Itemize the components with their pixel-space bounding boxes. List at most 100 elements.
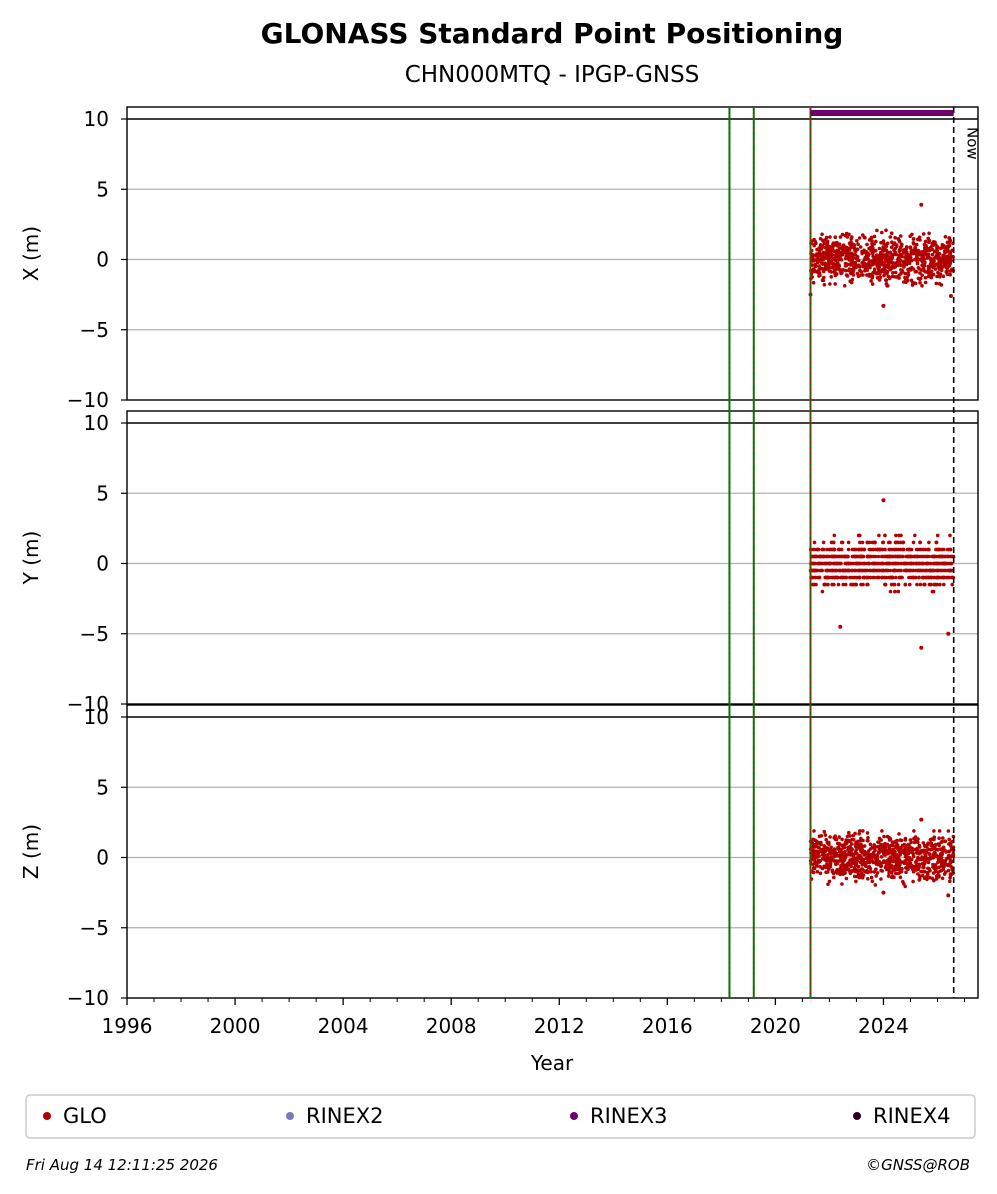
- glo-point-p1: [877, 278, 882, 282]
- glo-point-p1: [890, 240, 894, 244]
- glo-point-p3: [911, 869, 916, 874]
- glo-point-p1: [833, 271, 837, 275]
- glo-point-p2: [868, 547, 873, 552]
- glo-point-p2: [868, 575, 873, 580]
- glo-point-p1: [948, 238, 952, 243]
- glo-point-p3: [932, 854, 937, 858]
- glo-point-p3: [904, 849, 908, 854]
- glo-point-p3: [899, 868, 903, 872]
- glo-point-p1: [937, 282, 942, 286]
- glo-point-p1: [948, 251, 952, 256]
- glo-point-p1: [910, 280, 915, 285]
- glo-point-p3: [889, 870, 894, 875]
- glo-point-p1: [889, 245, 894, 249]
- glo-point-p3: [893, 859, 897, 863]
- glo-point-p1: [943, 235, 948, 239]
- glo-point-p1: [945, 258, 949, 262]
- legend-marker-rinex3: [570, 1112, 578, 1120]
- glo-point-p2: [820, 547, 825, 552]
- glo-point-p2: [837, 561, 842, 566]
- glo-point-p1: [816, 257, 820, 261]
- glo-point-p3: [847, 830, 851, 835]
- glo-point-p3: [817, 845, 821, 850]
- glo-point-p3: [857, 875, 862, 880]
- glo-point-p2: [917, 575, 921, 580]
- glo-point-p1: [923, 260, 927, 265]
- glo-point-p3: [932, 878, 936, 883]
- glo-point-p3: [853, 864, 858, 868]
- glo-point-p3: [863, 851, 867, 855]
- glo-point-p3: [937, 859, 941, 864]
- glo-point-p3: [913, 860, 918, 864]
- glo-point-p1: [896, 257, 900, 262]
- glo-point-p2: [877, 533, 881, 538]
- glo-point-p1: [915, 261, 920, 266]
- glo-point-p1: [816, 252, 820, 256]
- glo-point-p1: [891, 242, 896, 247]
- glo-point-p3: [925, 877, 929, 881]
- glo-point-p1: [850, 252, 854, 256]
- glo-point-p1: [926, 274, 931, 279]
- glo-point-p3: [888, 856, 893, 860]
- glo-point-p3: [843, 853, 848, 858]
- glo-point-p3: [872, 843, 876, 847]
- glo-point-p2: [927, 540, 931, 545]
- glo-point-p3: [837, 842, 842, 846]
- glo-point-p3: [845, 867, 850, 872]
- xtick-label-0: 1996: [102, 1014, 153, 1038]
- glo-point-p3: [936, 873, 940, 877]
- glo-point-p1: [930, 260, 934, 265]
- y-axis-label-p2: Y (m): [19, 531, 43, 586]
- glo-outlier-p3-2: [946, 893, 951, 898]
- ytick-label-p3-4: −10: [67, 986, 109, 1010]
- glo-point-p2: [884, 568, 888, 573]
- glo-point-p3: [893, 871, 898, 876]
- glo-point-p2: [922, 575, 926, 580]
- glo-point-p3: [882, 834, 886, 839]
- glo-point-p1: [933, 263, 937, 268]
- glo-point-p3: [886, 874, 891, 878]
- glo-point-p2: [812, 554, 817, 559]
- glo-point-p3: [917, 845, 922, 849]
- glo-point-p2: [871, 547, 875, 552]
- glo-point-p1: [931, 243, 935, 248]
- glo-point-p3: [915, 846, 919, 851]
- glo-point-p1: [868, 265, 872, 270]
- glo-point-p3: [885, 859, 890, 863]
- glo-point-p1: [855, 271, 860, 276]
- glo-point-p1: [883, 257, 888, 261]
- glo-point-p1: [841, 243, 846, 247]
- glo-point-p3: [867, 858, 872, 862]
- glo-point-p2: [934, 540, 938, 545]
- glo-point-p1: [874, 271, 879, 276]
- glo-point-p1: [913, 281, 918, 286]
- glo-point-p3: [823, 833, 828, 837]
- glo-point-p2: [915, 582, 919, 587]
- glo-point-p2: [888, 568, 893, 573]
- glo-point-p3: [930, 837, 934, 841]
- glo-point-p1: [927, 239, 931, 244]
- glo-point-p3: [819, 834, 824, 838]
- glo-point-p2: [888, 547, 892, 552]
- glo-point-p2: [819, 554, 823, 559]
- glo-point-p3: [906, 855, 910, 860]
- glo-point-p2: [830, 568, 835, 573]
- glo-point-p3: [865, 868, 869, 873]
- glo-point-p3: [876, 840, 880, 844]
- xtick-label-1: 2000: [210, 1014, 261, 1038]
- glo-point-p1: [858, 268, 862, 273]
- glo-point-p1: [831, 242, 835, 247]
- glo-point-p3: [922, 865, 926, 870]
- glo-point-p1: [849, 237, 853, 241]
- glo-point-p1: [812, 237, 816, 242]
- glo-point-p1: [861, 264, 865, 268]
- glo-point-p2: [830, 554, 835, 559]
- glo-point-p3: [897, 832, 901, 836]
- glo-point-p3: [948, 873, 953, 878]
- glo-point-p3: [924, 850, 929, 854]
- glo-point-p1: [835, 240, 839, 245]
- glo-point-p3: [909, 840, 913, 845]
- glo-point-p1: [933, 267, 938, 271]
- glo-point-p3: [877, 850, 881, 854]
- glo-point-p2: [825, 554, 829, 559]
